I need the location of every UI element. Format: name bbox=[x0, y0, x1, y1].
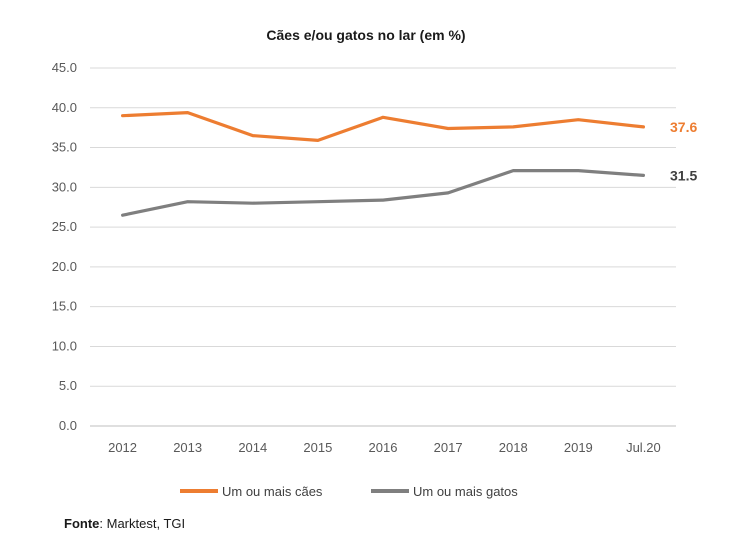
x-tick-label: 2012 bbox=[108, 440, 137, 455]
x-tick-label: 2017 bbox=[434, 440, 463, 455]
y-tick-label: 30.0 bbox=[52, 179, 77, 194]
end-labels: 37.6 31.5 bbox=[670, 119, 697, 184]
y-tick-label: 35.0 bbox=[52, 140, 77, 155]
x-tick-label: 2013 bbox=[173, 440, 202, 455]
end-label-gatos: 31.5 bbox=[670, 167, 697, 183]
x-tick-label: Jul.20 bbox=[626, 440, 661, 455]
y-tick-label: 45.0 bbox=[52, 60, 77, 75]
source-note: Fonte: Marktest, TGI bbox=[64, 516, 185, 531]
x-tick-label: 2015 bbox=[303, 440, 332, 455]
x-axis-ticks: 2012 2013 2014 2015 2016 2017 2018 2019 Jul.20 bbox=[108, 440, 661, 455]
x-tick-label: 2019 bbox=[564, 440, 593, 455]
y-tick-label: 15.0 bbox=[52, 299, 77, 314]
end-label-caes: 37.6 bbox=[670, 119, 697, 135]
legend: Um ou mais cães Um ou mais gatos bbox=[180, 484, 518, 499]
source-text: : Marktest, TGI bbox=[99, 516, 186, 531]
legend-label-gatos: Um ou mais gatos bbox=[413, 484, 518, 499]
series-line-caes bbox=[120, 110, 646, 142]
y-tick-label: 5.0 bbox=[59, 378, 77, 393]
series-line-gatos bbox=[120, 169, 646, 217]
y-tick-label: 10.0 bbox=[52, 338, 77, 353]
y-axis-ticks: 0.0 5.0 10.0 15.0 20.0 25.0 30.0 35.0 40.0 45.0 bbox=[52, 60, 77, 433]
x-tick-label: 2018 bbox=[499, 440, 528, 455]
x-tick-label: 2014 bbox=[238, 440, 267, 455]
legend-label-caes: Um ou mais cães bbox=[222, 484, 323, 499]
y-tick-label: 20.0 bbox=[52, 259, 77, 274]
y-tick-label: 40.0 bbox=[52, 100, 77, 115]
source-label: Fonte bbox=[64, 516, 100, 531]
x-tick-label: 2016 bbox=[369, 440, 398, 455]
y-tick-label: 25.0 bbox=[52, 219, 77, 234]
y-tick-label: 0.0 bbox=[59, 418, 77, 433]
chart-title: Cães e/ou gatos no lar (em %) bbox=[266, 27, 465, 43]
gridlines bbox=[90, 67, 676, 427]
series-lines bbox=[120, 110, 646, 217]
